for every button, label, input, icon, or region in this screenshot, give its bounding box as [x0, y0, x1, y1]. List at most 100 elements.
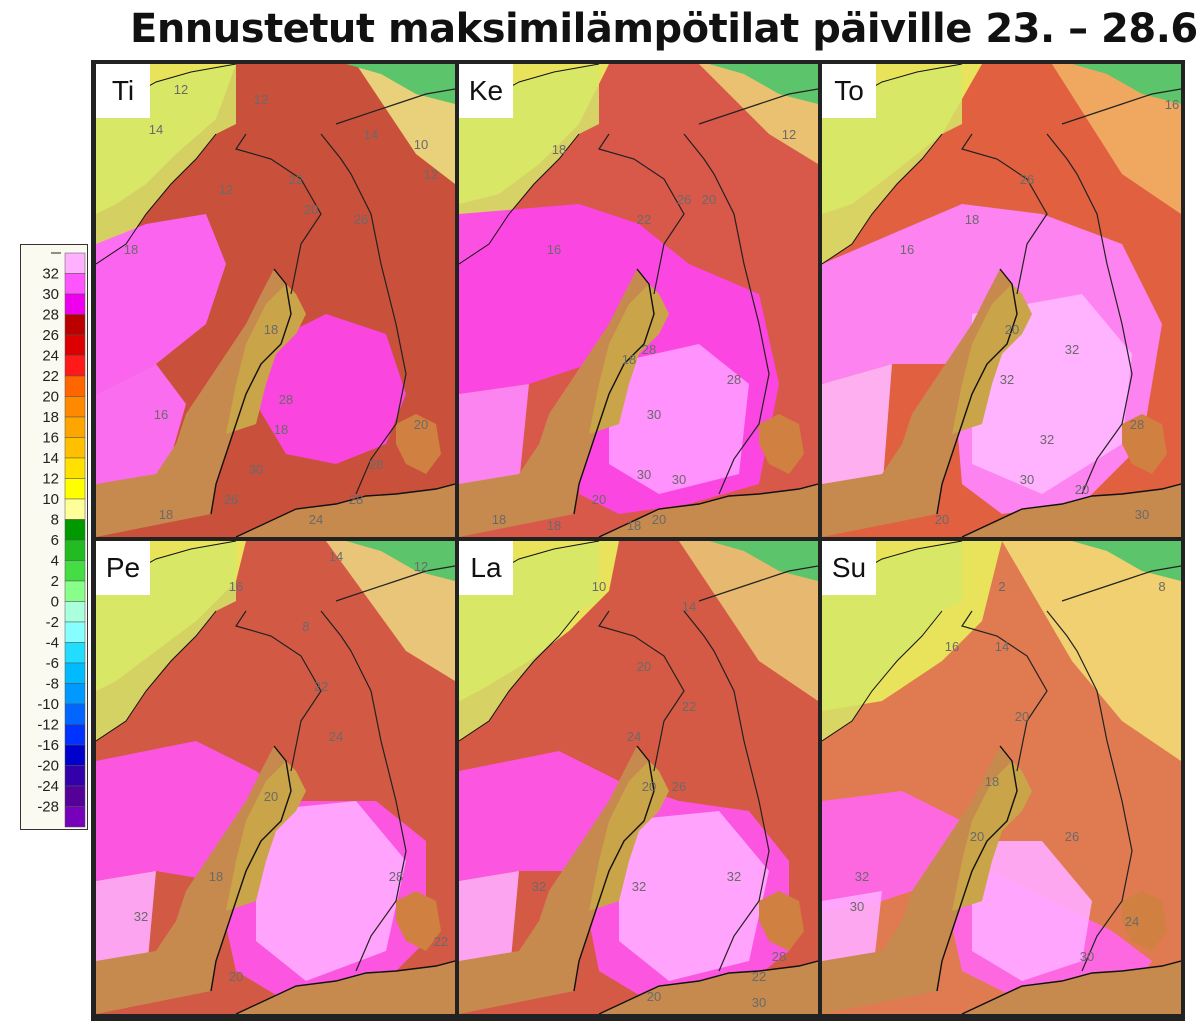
- north-zone: [1002, 541, 1181, 761]
- contour-label: 12: [174, 82, 188, 97]
- contour-label: 18: [492, 512, 506, 527]
- legend-label: 18: [42, 409, 59, 426]
- contour-label: 22: [314, 679, 328, 694]
- contour-label: 14: [329, 549, 343, 564]
- contour-label: 2: [998, 579, 1005, 594]
- contour-label: 22: [752, 969, 766, 984]
- contour-label: 20: [652, 512, 666, 527]
- day-label: To: [822, 64, 876, 118]
- contour-label: 28: [369, 457, 383, 472]
- contour-label: 28: [1130, 417, 1144, 432]
- gulf-of-bothnia: [96, 269, 291, 537]
- contour-label: 26: [354, 212, 368, 227]
- country-border: [961, 610, 1048, 772]
- lake-ladoga: [759, 414, 804, 474]
- contour-label: 16: [900, 242, 914, 257]
- contour-label: 24: [309, 512, 323, 527]
- map-panel-sunday: 2 8 16 14 20 18 20 26 32 30 24 30 Su: [822, 541, 1181, 1014]
- country-border: [698, 565, 818, 602]
- contour-label: 30: [1020, 472, 1034, 487]
- contour-label: 30: [637, 467, 651, 482]
- contour-label: 18: [159, 507, 173, 522]
- legend-swatch: [64, 252, 86, 274]
- contour-label: 26: [1020, 172, 1034, 187]
- legend-scale: 32302826242220181614121086420-2-4-6-8-10…: [37, 252, 86, 828]
- contour-label: 32: [1065, 342, 1079, 357]
- country-border: [598, 610, 685, 772]
- gulf-of-bothnia: [822, 746, 1017, 1014]
- north-zone: [326, 541, 455, 681]
- coastline: [573, 745, 655, 992]
- gulf-of-finland: [236, 484, 455, 537]
- gulf-of-finland: [599, 484, 818, 537]
- country-border: [1061, 565, 1181, 602]
- legend-label: -10: [37, 696, 59, 713]
- legend-label: -8: [46, 676, 59, 693]
- forecast-map-grid: 12 14 12 18 22 20 14 10 12 18 26 28 18 16 30 26 28 28 20 18…: [91, 60, 1185, 1021]
- map-panel-saturday: 10 14 20 22 24 20 26 32 32 32 28 20 22 30 La: [459, 541, 818, 1014]
- contour-label: 20: [1075, 482, 1089, 497]
- coastline: [598, 483, 818, 537]
- country-border: [1061, 88, 1181, 125]
- map-panel-friday: 14 12 16 8 22 24 20 18 32 28 20 22 Pe: [96, 541, 455, 1014]
- page-title: Ennustetut maksimilämpötilat päiville 23…: [130, 6, 1200, 52]
- legend-swatch: [64, 601, 86, 623]
- warm-zone: [96, 364, 186, 494]
- contour-label: 8: [302, 619, 309, 634]
- legend-swatch: [64, 806, 86, 828]
- legend-label: 24: [42, 348, 59, 365]
- legend-label: 20: [42, 389, 59, 406]
- temperature-map: 2 8 16 14 20 18 20 26 32 30 24 30: [822, 541, 1181, 1014]
- country-border: [1046, 610, 1133, 972]
- legend-label: -12: [37, 717, 59, 734]
- day-label: Su: [822, 541, 876, 595]
- contour-label: 28: [642, 342, 656, 357]
- contour-label: 16: [945, 639, 959, 654]
- contour-label: 30: [647, 407, 661, 422]
- contour-label: 28: [349, 492, 363, 507]
- legend-label: 4: [51, 553, 59, 570]
- warm-zone: [459, 384, 529, 504]
- legend-label: 16: [42, 430, 59, 447]
- coastline: [573, 268, 655, 515]
- coastline: [936, 745, 1018, 992]
- legend-swatch: [64, 621, 86, 643]
- contour-label: 20: [414, 417, 428, 432]
- contour-label: 18: [547, 518, 561, 533]
- contour-label: 18: [985, 774, 999, 789]
- legend-swatch: [64, 416, 86, 438]
- contour-label: 12: [414, 559, 428, 574]
- coastline: [936, 268, 1018, 515]
- gulf-of-bothnia: [459, 746, 654, 1014]
- country-border: [320, 133, 407, 495]
- contour-label: 12: [782, 127, 796, 142]
- day-label: Pe: [96, 541, 150, 595]
- contour-label: 20: [970, 829, 984, 844]
- contour-label: 28: [279, 392, 293, 407]
- legend-swatch: [64, 785, 86, 807]
- legend-label: 6: [51, 532, 59, 549]
- warm-zone: [609, 344, 749, 494]
- map-panel-thursday: 16 26 16 18 20 32 32 32 28 30 20 20 30 To: [822, 64, 1181, 537]
- coastline: [598, 960, 818, 1014]
- day-label: Ke: [459, 64, 513, 118]
- legend-swatch: [64, 703, 86, 725]
- coastline: [210, 268, 292, 515]
- map-panel-tuesday: 12 14 12 18 22 20 14 10 12 18 26 28 18 16 30 26 28 28 20 18…: [96, 64, 455, 537]
- contour-label: 18: [552, 142, 566, 157]
- legend-label: 2: [51, 573, 59, 590]
- contour-label: 16: [154, 407, 168, 422]
- country-border: [335, 88, 455, 125]
- gulf-of-bothnia: [822, 269, 1017, 537]
- legend-label: -16: [37, 737, 59, 754]
- contour-label: 12: [219, 182, 233, 197]
- legend-label: 8: [51, 512, 59, 529]
- temperature-map: 18 22 20 12 16 26 28 18 30 28 30 30 20 18 18 20 18: [459, 64, 818, 537]
- country-border: [961, 133, 1048, 295]
- contour-label: 12: [424, 167, 438, 182]
- lake-ladoga: [1122, 414, 1167, 474]
- contour-label: 32: [1000, 372, 1014, 387]
- coastline: [961, 960, 1181, 1014]
- contour-label: 22: [637, 212, 651, 227]
